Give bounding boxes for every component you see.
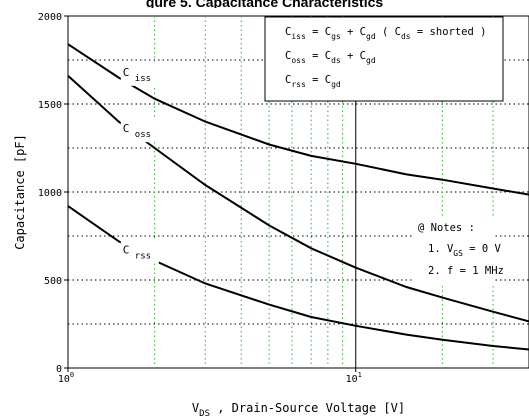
page-title: gure 5. Capacitance Characteristics (145, 0, 384, 8)
legend-equals: = C (306, 50, 331, 62)
notes-item-text: 2. f = 1 MHz (428, 265, 504, 277)
series-label-c-iss: C iss (123, 66, 151, 84)
legend-subscript: gd (366, 32, 376, 41)
series-label-c-rss: C rss (123, 244, 151, 262)
x-tick-label: 100 (58, 371, 74, 385)
grid (68, 16, 529, 368)
series-label-main: C (123, 122, 130, 135)
series-label-bg (120, 239, 159, 264)
legend-plus: + C (341, 26, 366, 38)
legend-subscript: gd (331, 80, 341, 89)
x-tick-label: 101 (346, 371, 362, 385)
legend-condition: ( C (376, 26, 401, 38)
notes-item: 2. f = 1 MHz (428, 265, 504, 277)
series-label-sub: iss (129, 74, 151, 84)
legend-subscript: ds (401, 32, 411, 41)
legend-entry: Coss = Cds + Cgd (285, 50, 376, 65)
series-label-sub: oss (129, 130, 151, 140)
legend-frame (264, 16, 504, 102)
x-axis-title-main: , Drain-Source Voltage [V] (210, 401, 405, 415)
notes-item: 1. VGS = 0 V (428, 243, 502, 258)
y-tick-label: 1000 (38, 188, 62, 199)
notes-annotation: @ Notes : 1. VGS = 0 V 2. f = 1 MHz (414, 217, 504, 285)
series-label-bg (120, 61, 159, 86)
series-line-c-iss (67, 43, 529, 196)
y-tick-label: 2000 (38, 12, 62, 23)
legend-box: Ciss = Cgs + Cgd ( Cds = shorted )Coss =… (264, 16, 504, 102)
series-label-c-oss: C oss (123, 122, 151, 140)
legend-subscript: gs (331, 32, 341, 41)
legend-subscript: rss (291, 80, 306, 89)
y-tick-label: 500 (44, 276, 62, 287)
legend-entry: Crss = Cgd (285, 74, 341, 89)
y-tick-label: 1500 (38, 100, 62, 111)
x-tick-exponent: 1 (358, 371, 362, 379)
notes-item-text: = 0 V (463, 243, 502, 255)
legend-subscript: oss (291, 56, 306, 65)
series-label-bg (120, 118, 159, 143)
series-label-main: C (123, 244, 130, 257)
legend-condition: = shorted ) (411, 26, 487, 38)
x-tick-base: 10 (346, 374, 358, 385)
legend-equals: = C (306, 26, 331, 38)
legend-equals: = C (306, 74, 331, 86)
legend-symbol: C (285, 74, 291, 86)
legend-symbol: C (285, 50, 291, 62)
legend-entry: Ciss = Cgs + Cgd ( Cds = shorted ) (285, 26, 486, 41)
x-tick-base: 10 (58, 374, 70, 385)
notes-bg (414, 217, 494, 285)
notes-heading: @ Notes : (418, 222, 475, 234)
series-label-main: C (123, 66, 130, 79)
legend-subscript: iss (291, 32, 306, 41)
legend-subscript: gd (366, 56, 376, 65)
notes-item-text: 1. V (428, 243, 454, 255)
legend-subscript: ds (331, 56, 341, 65)
legend-plus: + C (341, 50, 366, 62)
notes-heading-text: @ Notes : (418, 222, 475, 234)
series-label-sub: rss (129, 252, 151, 262)
x-tick-exponent: 0 (70, 371, 74, 379)
x-axis-title-main: V (192, 401, 199, 415)
y-axis-title: Capacitance [pF] (13, 134, 27, 250)
x-axis-title-subscript: DS (199, 409, 210, 419)
legend-symbol: C (285, 26, 291, 38)
y-tick-label: 0 (56, 364, 62, 375)
x-axis-title: VDS , Drain-Source Voltage [V] (192, 401, 405, 419)
notes-item-subscript: GS (453, 249, 463, 258)
